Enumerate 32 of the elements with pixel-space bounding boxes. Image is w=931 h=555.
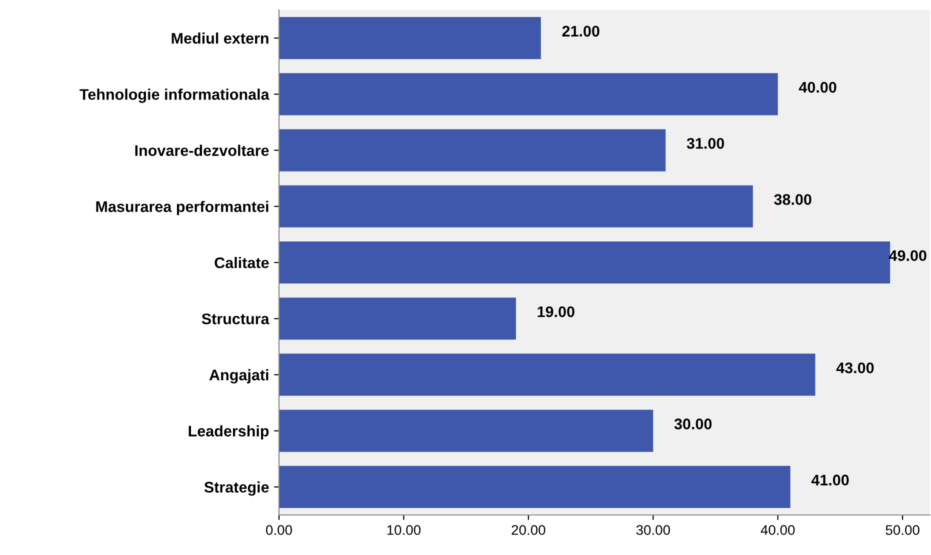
- y-tick-label: Strategie: [204, 481, 269, 496]
- y-tick-label: Calitate: [214, 256, 269, 268]
- bar: [279, 410, 654, 452]
- data-label: 38.00: [774, 194, 812, 205]
- data-label: 43.00: [836, 362, 874, 374]
- bar: [279, 73, 778, 116]
- y-tick-label: Leadership: [188, 425, 269, 440]
- y-tick-label: Masurarea performantei: [96, 200, 268, 216]
- bar: [279, 298, 516, 340]
- y-tick-label: Structura: [202, 313, 270, 324]
- data-label: 21.00: [562, 26, 600, 37]
- data-label: 31.00: [686, 138, 724, 149]
- y-tick-label: Angajati: [209, 369, 268, 384]
- bar: [279, 466, 790, 508]
- x-tick-label: 20.00: [512, 525, 546, 535]
- y-tick-label: Inovare-dezvoltare: [135, 144, 269, 156]
- x-tick-label: 40.00: [760, 525, 795, 535]
- data-label: 41.00: [811, 474, 849, 486]
- bar: [279, 185, 753, 228]
- x-tick-label: 30.00: [636, 525, 670, 535]
- y-tick-label: Mediul extern: [172, 32, 268, 44]
- x-tick-label: 0.00: [266, 525, 292, 535]
- bar: [279, 241, 890, 284]
- y-tick-label: Tehnologie informationala: [80, 88, 270, 103]
- data-label: 40.00: [798, 82, 836, 93]
- data-label: 19.00: [538, 306, 574, 318]
- x-tick-label: 50.00: [886, 525, 920, 535]
- data-label: 30.00: [674, 418, 712, 430]
- bar: [279, 129, 666, 172]
- bar: [279, 17, 541, 60]
- x-tick-label: 10.00: [387, 525, 421, 535]
- bar: [279, 354, 816, 396]
